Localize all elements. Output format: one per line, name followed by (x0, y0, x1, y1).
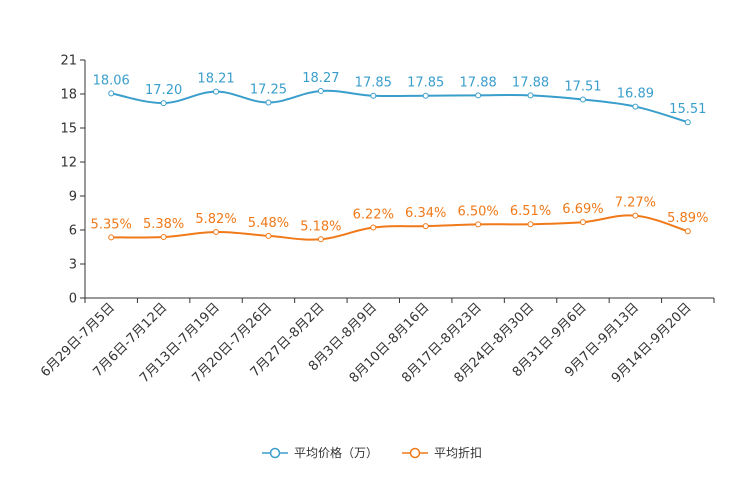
data-label: 5.35% (91, 217, 132, 232)
data-point (684, 119, 691, 126)
series-line-2 (111, 214, 689, 241)
data-label: 18.06 (93, 73, 130, 88)
data-label: 18.21 (197, 72, 234, 87)
data-label: 6.69% (562, 202, 603, 217)
data-label: 5.48% (248, 216, 289, 231)
data-label: 6.22% (353, 208, 394, 223)
data-point (265, 99, 272, 106)
data-label: 6.50% (457, 204, 498, 219)
y-tick-label: 12 (60, 156, 77, 171)
data-label: 5.82% (195, 212, 236, 227)
y-tick-label: 18 (60, 88, 77, 103)
data-label: 18.27 (302, 71, 339, 86)
y-tick-label: 15 (60, 122, 77, 137)
data-point (527, 221, 534, 228)
data-point (317, 236, 324, 243)
y-tick-label: 9 (69, 190, 77, 205)
data-point (475, 221, 482, 228)
data-point (108, 90, 115, 97)
legend-discount-line-icon (402, 447, 428, 458)
data-point (160, 234, 167, 241)
data-label: 16.89 (617, 87, 654, 102)
data-label: 7.27% (615, 196, 656, 211)
data-label: 17.85 (407, 76, 444, 91)
data-point (370, 224, 377, 231)
data-point (108, 234, 115, 241)
legend-price-label: 平均价格（万） (293, 446, 378, 460)
data-label: 5.89% (667, 211, 708, 226)
data-label: 5.18% (300, 219, 341, 234)
data-label: 17.51 (564, 80, 601, 95)
data-point (422, 92, 429, 99)
data-point (265, 232, 272, 239)
data-point (213, 229, 220, 236)
y-tick-label: 0 (69, 292, 77, 307)
y-tick-label: 3 (69, 258, 77, 273)
y-tick-label: 6 (69, 224, 77, 239)
data-point (579, 219, 586, 226)
data-point (527, 92, 534, 99)
data-point (370, 92, 377, 99)
data-point (632, 212, 639, 219)
data-point (684, 228, 691, 235)
legend-item-discount[interactable]: 平均折扣 (402, 444, 482, 461)
data-label: 17.88 (460, 75, 497, 90)
data-point (317, 87, 324, 94)
legend-item-price[interactable]: 平均价格（万） (261, 444, 378, 461)
data-label: 17.85 (355, 76, 392, 91)
data-point (213, 88, 220, 95)
chart-legend: 平均价格（万） 平均折扣 (0, 444, 744, 461)
data-label: 17.20 (145, 83, 182, 98)
data-label: 6.51% (510, 204, 551, 219)
data-point (632, 103, 639, 110)
data-label: 5.38% (143, 217, 184, 232)
legend-discount-label: 平均折扣 (434, 446, 483, 460)
data-point (579, 96, 586, 103)
data-point (422, 223, 429, 230)
data-label: 17.25 (250, 83, 287, 98)
data-label: 6.34% (405, 206, 446, 221)
data-point (160, 100, 167, 107)
data-label: 17.88 (512, 75, 549, 90)
y-tick-label: 21 (60, 54, 77, 69)
data-point (475, 92, 482, 99)
series-line-1 (111, 89, 689, 124)
data-label: 15.51 (669, 102, 706, 117)
legend-price-line-icon (261, 447, 288, 458)
